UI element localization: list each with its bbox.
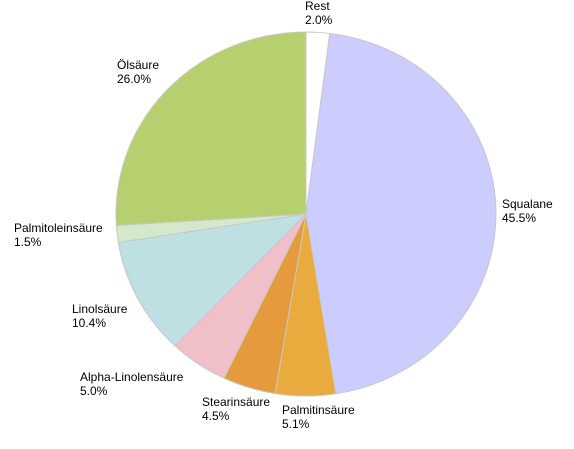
slice-value: 4.5% bbox=[202, 409, 230, 423]
slice-value: 5.0% bbox=[80, 384, 108, 398]
slice-value: 5.1% bbox=[282, 417, 310, 431]
slice-label: Rest bbox=[305, 0, 330, 13]
slice-label: Alpha-Linolensäure bbox=[80, 370, 184, 384]
slice-value: 1.5% bbox=[14, 235, 42, 249]
slice-value: 10.4% bbox=[72, 316, 106, 330]
slice-label: Linolsäure bbox=[72, 302, 128, 316]
slice-label: Squalane bbox=[502, 197, 553, 211]
slice-value: 26.0% bbox=[117, 72, 151, 86]
slice-label: Ölsäure bbox=[117, 58, 159, 72]
slice-label: Palmitinsäure bbox=[282, 403, 355, 417]
slice-label: Palmitoleinsäure bbox=[14, 221, 103, 235]
slice-value: 2.0% bbox=[305, 13, 333, 27]
pie-slice bbox=[115, 31, 307, 226]
pie-slice bbox=[305, 32, 497, 395]
slice-value: 45.5% bbox=[502, 211, 536, 225]
slice-label: Stearinsäure bbox=[202, 395, 270, 409]
pie-slice bbox=[117, 213, 308, 347]
